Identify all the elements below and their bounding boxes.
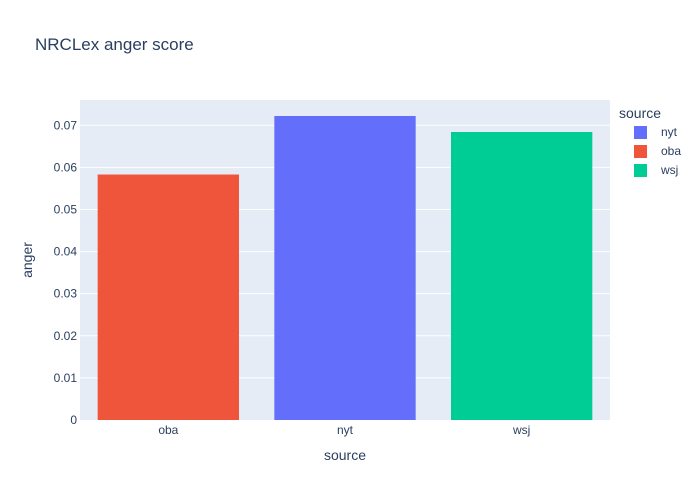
x-tick-label: oba [158, 423, 178, 437]
bar-oba[interactable] [97, 174, 240, 420]
y-tick-label: 0.06 [54, 160, 78, 174]
x-tick-label: wsj [512, 423, 530, 437]
y-axis-ticks: 0 0.01 0.02 0.03 0.04 0.05 0.06 0.07 [54, 118, 78, 427]
x-tick-label: nyt [337, 423, 354, 437]
legend-label-nyt[interactable]: nyt [661, 125, 678, 139]
legend-label-oba[interactable]: oba [661, 144, 681, 158]
bar-wsj[interactable] [451, 132, 593, 420]
legend-label-wsj[interactable]: wsj [660, 163, 678, 177]
x-axis-ticks: oba nyt wsj [158, 423, 530, 437]
legend-title: source [619, 105, 661, 121]
legend-swatch-wsj[interactable] [634, 164, 647, 177]
legend-swatch-nyt[interactable] [634, 126, 647, 139]
y-tick-label: 0.04 [54, 245, 78, 259]
legend-swatch-oba[interactable] [634, 145, 647, 158]
y-axis-title: anger [19, 242, 35, 278]
legend: source nyt oba wsj [619, 105, 681, 177]
y-tick-label: 0.01 [54, 371, 78, 385]
x-axis-title: source [324, 447, 366, 463]
bars [97, 116, 593, 420]
y-tick-label: 0.03 [54, 287, 78, 301]
y-tick-label: 0.07 [54, 118, 78, 132]
bar-nyt[interactable] [274, 116, 416, 420]
y-tick-label: 0.05 [54, 202, 78, 216]
y-tick-label: 0.02 [54, 329, 78, 343]
y-tick-label: 0 [70, 413, 77, 427]
chart-title: NRCLex anger score [35, 35, 194, 54]
